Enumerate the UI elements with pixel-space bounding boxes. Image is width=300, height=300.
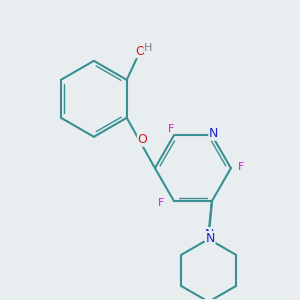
- Text: F: F: [168, 124, 175, 134]
- Text: N: N: [206, 232, 215, 244]
- Text: N: N: [205, 228, 214, 241]
- Text: F: F: [158, 198, 164, 208]
- Text: N: N: [209, 127, 218, 140]
- Text: F: F: [238, 161, 245, 172]
- Text: O: O: [135, 45, 145, 58]
- Text: H: H: [144, 43, 152, 53]
- Text: O: O: [138, 133, 147, 146]
